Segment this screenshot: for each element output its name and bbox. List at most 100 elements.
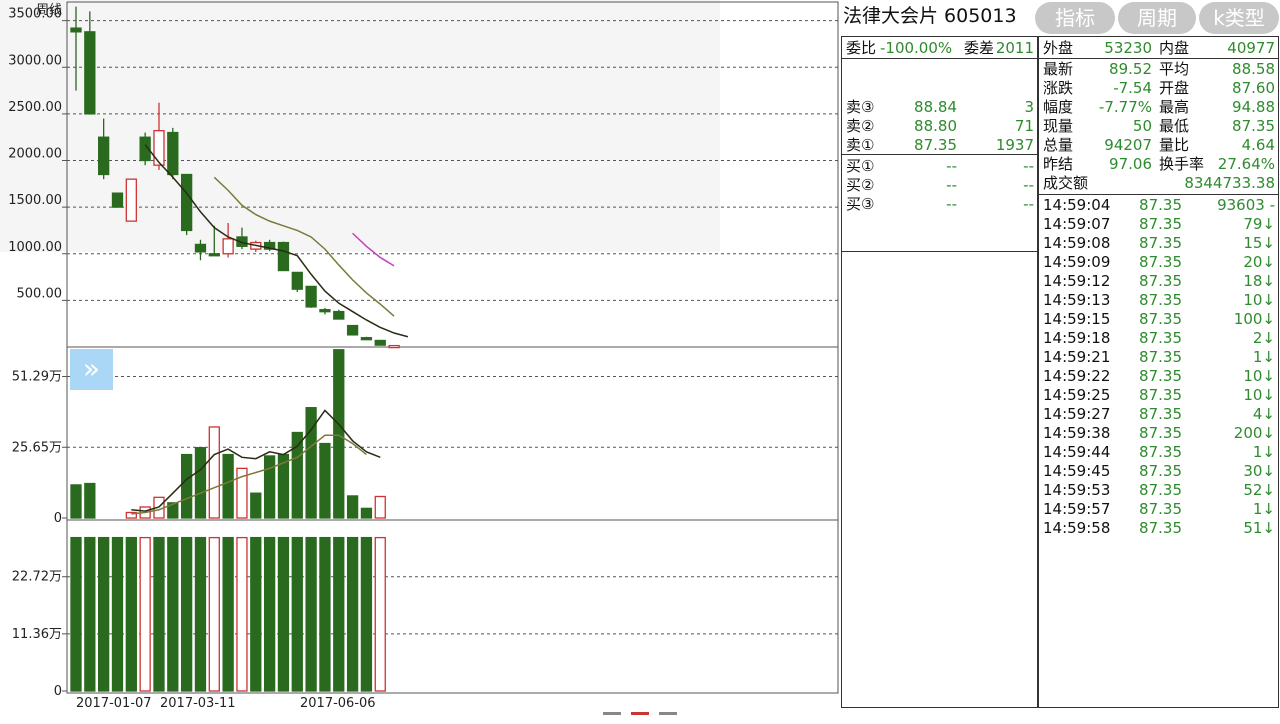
volume-ma-line [131, 409, 381, 512]
turnover-label: 成交额 [1043, 174, 1089, 192]
tick-price: 87.35 [1139, 253, 1182, 271]
moving-average-line [144, 144, 409, 338]
volume-bar [250, 492, 262, 519]
tick-volume: 18↓ [1243, 272, 1275, 290]
quote-row: 现量 50 最低 87.35 [1039, 117, 1278, 136]
indicator-bar [263, 536, 276, 692]
tick-time: 14:59:04 [1043, 196, 1111, 214]
tick-volume: 100↓ [1233, 310, 1275, 328]
buy-price: -- [946, 176, 957, 194]
quote-label: 最高 [1159, 98, 1190, 116]
indicator-button[interactable]: 指标 [1035, 2, 1115, 34]
buy-price: -- [946, 157, 957, 175]
volume-bar [236, 467, 248, 519]
indicator-tick-label: 0 [54, 684, 62, 699]
expand-chevron-icon[interactable]: » [70, 349, 113, 390]
turnover-value: 8344733.38 [1184, 174, 1275, 192]
tick-row: 14:59:53 87.35 52↓ [1039, 481, 1278, 500]
page-indicator-2[interactable] [631, 712, 649, 715]
tick-price: 87.35 [1139, 500, 1182, 518]
candle-body [208, 253, 220, 257]
tick-volume: 20↓ [1243, 253, 1275, 271]
moving-average-line [213, 176, 395, 317]
indicator-bar [277, 536, 290, 692]
tick-time: 14:59:09 [1043, 253, 1111, 271]
indicator-bar [70, 536, 82, 692]
candle-body [98, 136, 110, 176]
order-book-panel: 委比 -100.00% 委差 2011 卖③ 88.84 3 卖② 88.80 71 卖① 8… [841, 36, 1038, 708]
date-label: 2017-01-07 [76, 696, 152, 711]
buy-row: 买③ -- -- [842, 195, 1037, 214]
wei-bi-value: -100.00% [880, 39, 953, 57]
tick-time: 14:59:08 [1043, 234, 1111, 252]
tick-volume: 4↓ [1252, 405, 1275, 423]
quote-label: 开盘 [1159, 79, 1190, 97]
indicator-bar [346, 536, 359, 692]
buy-volume: -- [1023, 195, 1034, 213]
sell-row: 卖① 87.35 1937 [842, 136, 1037, 155]
tick-volume: 2↓ [1252, 329, 1275, 347]
tick-row: 14:59:57 87.35 1↓ [1039, 500, 1278, 519]
sell-volume: 1937 [995, 136, 1034, 154]
page-indicator-3[interactable] [659, 712, 677, 715]
tick-volume: 79↓ [1243, 215, 1275, 233]
candle-body [305, 285, 317, 308]
candle-body [291, 271, 303, 290]
indicator-bar [305, 536, 317, 692]
price-tick-label: 1000.00 [8, 240, 62, 255]
quote-row: 总量 94207 量比 4.64 [1039, 136, 1278, 155]
quote-row: 幅度 -7.77% 最高 94.88 [1039, 98, 1278, 117]
buy-volume: -- [1023, 176, 1034, 194]
sell-price: 87.35 [914, 136, 957, 154]
candle-body [70, 27, 82, 33]
quote-value: 87.35 [1232, 117, 1275, 135]
volume-bar [263, 455, 276, 519]
volume-bar [360, 507, 373, 519]
volume-bar [180, 453, 193, 519]
period-label: 周线 [36, 3, 62, 18]
tick-volume: 10↓ [1243, 386, 1275, 404]
tick-time: 14:59:13 [1043, 291, 1111, 309]
tick-price: 87.35 [1139, 196, 1182, 214]
tick-price: 87.35 [1139, 329, 1182, 347]
tick-row: 14:59:45 87.35 30↓ [1039, 462, 1278, 481]
kline-chart-svg[interactable]: 3500.00 3000.00 2500.00 2000.00 1500.00 1000.… [0, 0, 840, 720]
kline-chart-area[interactable]: 3500.00 3000.00 2500.00 2000.00 1500.00 1000.… [0, 0, 840, 720]
indicator-bar [98, 536, 110, 692]
indicator-tick-label: 22.72万 [12, 570, 62, 585]
tick-price: 87.35 [1139, 443, 1182, 461]
page-indicator-1[interactable] [603, 712, 621, 715]
candle-body [139, 136, 151, 162]
buy-label: 买③ [846, 195, 875, 213]
price-tick-label: 2000.00 [8, 147, 62, 162]
wai-pan-label: 外盘 [1043, 39, 1074, 57]
candle-body [333, 310, 345, 320]
tick-volume: 1↓ [1252, 500, 1275, 518]
tick-volume: 1↓ [1252, 348, 1275, 366]
buy-volume: -- [1023, 157, 1034, 175]
kline-type-button[interactable]: k类型 [1199, 2, 1279, 34]
price-tick-label: 500.00 [17, 286, 63, 301]
date-label: 2017-03-11 [160, 696, 236, 711]
period-button[interactable]: 周期 [1118, 2, 1196, 34]
tick-row: 14:59:15 87.35 100↓ [1039, 310, 1278, 329]
volume-bar [208, 426, 220, 519]
indicator-bar [84, 536, 96, 692]
volume-bar [194, 447, 207, 519]
pan-row: 外盘 53230 内盘 40977 [1039, 39, 1278, 58]
tick-volume: 10↓ [1243, 367, 1275, 385]
sell-label: 卖① [846, 136, 875, 154]
quote-value: 27.64% [1217, 155, 1275, 173]
quote-row: 涨跌 -7.54 开盘 87.60 [1039, 79, 1278, 98]
tick-row: 14:59:09 87.35 20↓ [1039, 253, 1278, 272]
quote-label: 平均 [1159, 60, 1190, 78]
quote-panel: 外盘 53230 内盘 40977 最新 89.52 平均 88.58 涨跌 -7.54 开… [1038, 36, 1279, 708]
sell-row: 卖③ 88.84 3 [842, 98, 1037, 117]
quote-value: 94207 [1104, 136, 1152, 154]
buy-price: -- [946, 195, 957, 213]
indicator-bar [236, 536, 248, 692]
wai-pan-value: 53230 [1104, 39, 1152, 57]
indicator-bar [208, 536, 220, 692]
tick-volume: 51↓ [1243, 519, 1275, 537]
buy-row: 买① -- -- [842, 157, 1037, 176]
